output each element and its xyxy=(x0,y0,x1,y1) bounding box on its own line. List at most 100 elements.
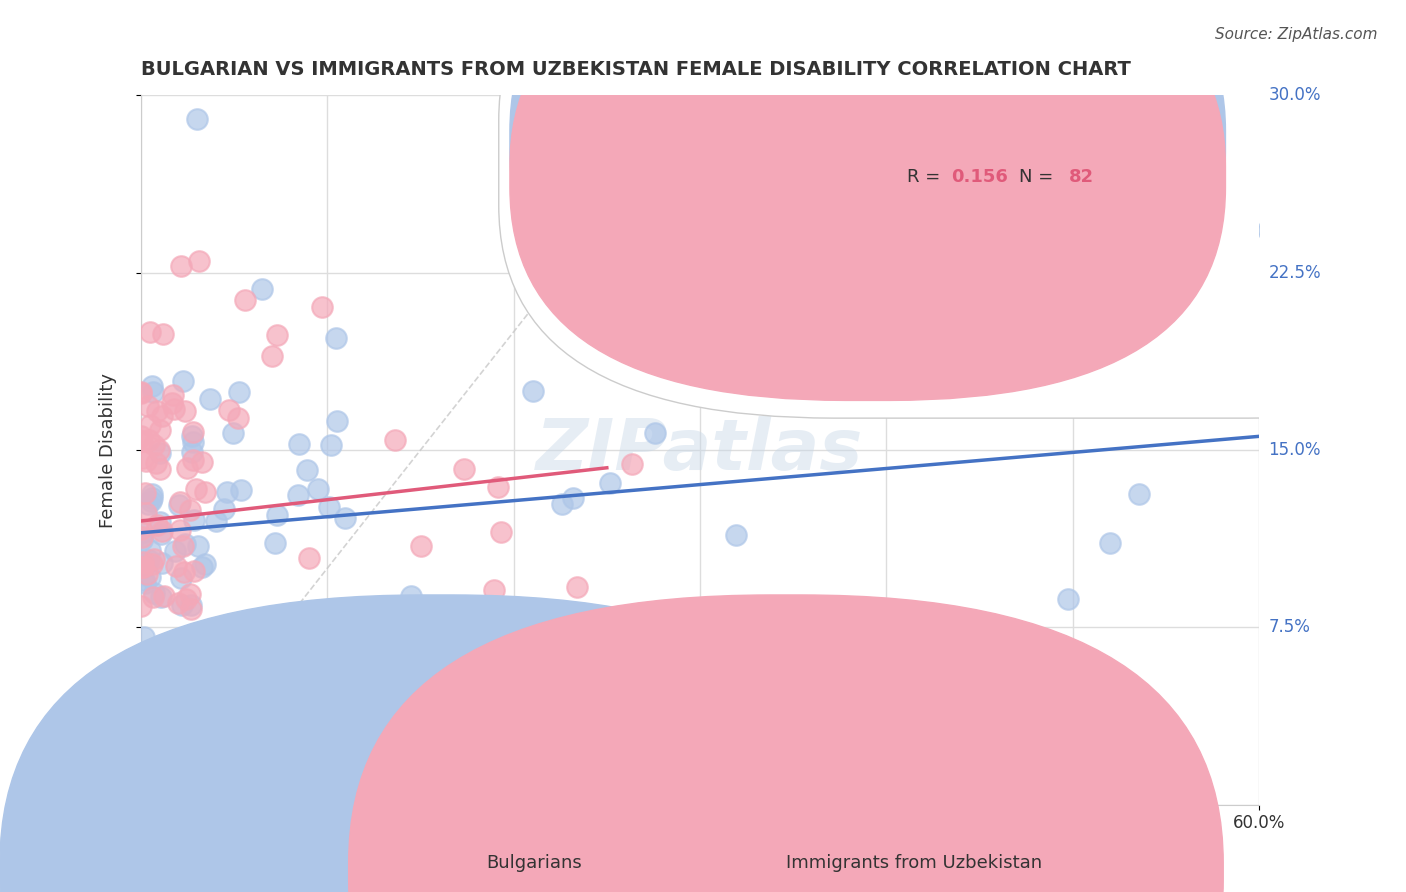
Point xyxy=(138,433,160,447)
Point xyxy=(170,598,193,612)
Point xyxy=(146,403,169,417)
Point xyxy=(134,575,156,590)
Point xyxy=(149,516,172,530)
Point xyxy=(150,524,173,539)
Point xyxy=(399,589,422,603)
Point xyxy=(307,482,329,496)
Point xyxy=(150,527,173,541)
Point xyxy=(565,580,588,594)
Point xyxy=(179,503,201,517)
Point xyxy=(131,385,153,400)
Point xyxy=(188,254,211,268)
Point xyxy=(190,560,212,574)
Point xyxy=(311,301,333,315)
Point xyxy=(1099,536,1122,550)
Point xyxy=(725,528,748,542)
Text: Immigrants from Uzbekistan: Immigrants from Uzbekistan xyxy=(786,855,1042,872)
Point xyxy=(474,797,496,812)
Point xyxy=(318,500,340,515)
Text: BULGARIAN VS IMMIGRANTS FROM UZBEKISTAN FEMALE DISABILITY CORRELATION CHART: BULGARIAN VS IMMIGRANTS FROM UZBEKISTAN … xyxy=(141,60,1130,78)
Point xyxy=(325,330,347,344)
Point xyxy=(167,596,190,610)
Point xyxy=(298,550,321,565)
Point xyxy=(132,451,155,466)
Point xyxy=(321,438,343,452)
Point xyxy=(146,658,169,673)
Point xyxy=(163,543,186,558)
Point xyxy=(169,523,191,537)
Point xyxy=(183,564,205,578)
Point xyxy=(491,641,513,656)
Point xyxy=(620,457,643,471)
Point xyxy=(820,298,842,312)
Point xyxy=(142,590,165,604)
Text: N =: N = xyxy=(1018,168,1053,186)
Point xyxy=(599,475,621,490)
Point xyxy=(478,622,501,636)
Point xyxy=(131,429,153,443)
Point xyxy=(131,533,153,547)
Point xyxy=(287,437,309,451)
Point xyxy=(205,514,228,528)
Point xyxy=(179,587,201,601)
Point xyxy=(129,599,152,613)
Point xyxy=(1128,487,1150,501)
Point xyxy=(136,399,159,413)
Point xyxy=(138,553,160,567)
FancyBboxPatch shape xyxy=(510,0,1226,365)
Point xyxy=(194,558,217,572)
Point xyxy=(146,518,169,533)
Text: ZIPatlas: ZIPatlas xyxy=(536,416,863,484)
Point xyxy=(183,425,205,439)
Point xyxy=(644,425,666,440)
Point xyxy=(453,461,475,475)
Point xyxy=(1239,223,1261,237)
Point xyxy=(150,557,173,571)
FancyBboxPatch shape xyxy=(0,595,875,892)
Point xyxy=(384,433,406,447)
Point xyxy=(169,494,191,508)
FancyBboxPatch shape xyxy=(510,0,1226,401)
Point xyxy=(162,388,184,402)
Point xyxy=(326,414,349,428)
Point xyxy=(145,456,167,470)
Point xyxy=(149,446,172,460)
Text: Bulgarians: Bulgarians xyxy=(486,855,582,872)
Point xyxy=(142,437,165,451)
Point xyxy=(131,522,153,536)
Point xyxy=(204,655,226,669)
Text: 30.0%: 30.0% xyxy=(1268,87,1320,104)
Point xyxy=(562,491,585,505)
Point xyxy=(215,484,238,499)
Point xyxy=(222,426,245,441)
Point xyxy=(148,442,170,457)
Point xyxy=(139,542,162,557)
Point xyxy=(264,536,287,550)
Point xyxy=(486,480,509,494)
Point xyxy=(143,654,166,668)
Point xyxy=(184,482,207,496)
Point xyxy=(172,374,194,388)
Point xyxy=(233,293,256,308)
Point xyxy=(162,395,184,409)
Text: R =: R = xyxy=(907,133,946,151)
Point xyxy=(141,491,163,505)
Point xyxy=(172,539,194,553)
Point xyxy=(176,592,198,607)
Point xyxy=(173,565,195,579)
Point xyxy=(266,508,288,522)
Text: N =: N = xyxy=(1018,133,1053,151)
Point xyxy=(218,403,240,417)
Point xyxy=(176,460,198,475)
Point xyxy=(132,555,155,569)
Point xyxy=(181,453,204,467)
Point xyxy=(491,524,513,539)
Point xyxy=(170,571,193,585)
Point xyxy=(228,384,250,399)
Point xyxy=(134,630,156,644)
Text: 82: 82 xyxy=(1069,168,1094,186)
Point xyxy=(155,712,177,726)
Point xyxy=(187,539,209,553)
Point xyxy=(150,591,173,605)
Point xyxy=(252,282,274,296)
